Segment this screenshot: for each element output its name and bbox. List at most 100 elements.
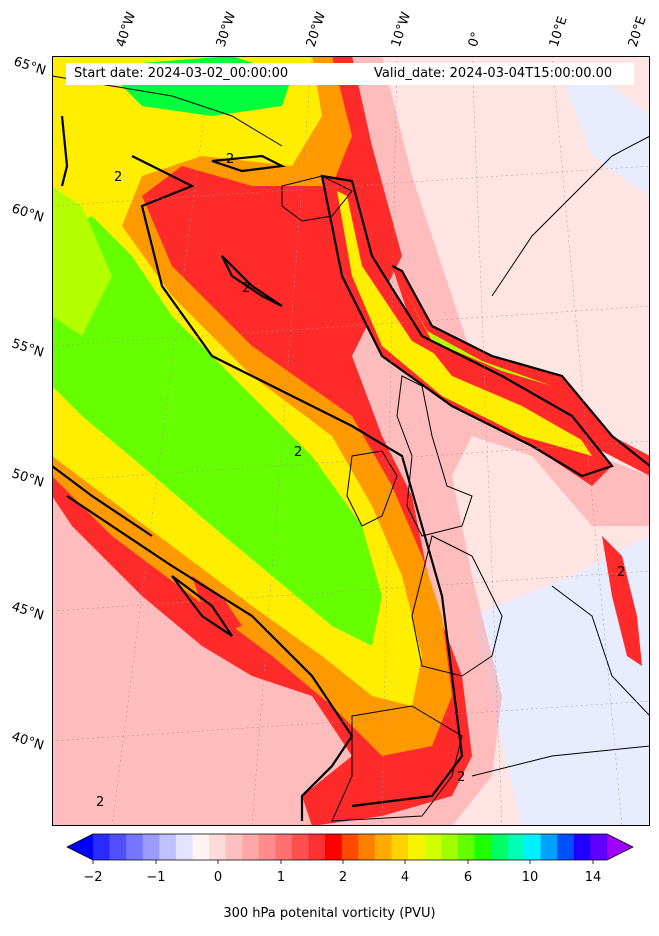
latitude-label-40n: 40°N: [9, 729, 46, 754]
colorbar-cell: [540, 834, 558, 860]
latitude-label-55n: 55°N: [9, 336, 46, 361]
colorbar-cell: [490, 834, 509, 860]
coastline-north-africa: [471, 745, 650, 777]
colorbar-cell: [275, 834, 293, 860]
colorbar-cell: [524, 834, 542, 860]
longitude-label-10e: 10°E: [546, 14, 571, 50]
contour-label: 2: [96, 795, 104, 810]
colorbar-cell: [109, 834, 127, 860]
colorbar-tick-label: 10: [521, 870, 539, 885]
colorbar-cell: [457, 834, 475, 860]
coastline-france: [411, 535, 503, 677]
colorbar-cell: [358, 834, 376, 860]
colorbar-cell: [258, 834, 276, 860]
contour-2pvu-ridge: [221, 255, 283, 307]
graticule-20w: [251, 56, 313, 826]
colorbar-cell: [175, 834, 193, 860]
colorbar-extend-low: [67, 834, 93, 860]
pv-core-green: [52, 216, 382, 646]
colorbar-tick-label: 4: [400, 870, 410, 885]
contour-2pvu-greenland: [60, 115, 69, 187]
negative-pv-region: [472, 536, 650, 826]
colorbar-extend-high: [607, 834, 633, 860]
coastline-italy: [551, 585, 650, 717]
colorbar-cell: [225, 834, 243, 860]
negative-pv-region-north: [562, 76, 650, 196]
coastline-iceland: [281, 175, 353, 222]
colorbar-tick-label: 1: [276, 870, 286, 885]
contour-label: 2: [294, 445, 302, 460]
colorbar-tick-label: 0: [213, 870, 223, 885]
colorbar-cell: [93, 834, 111, 860]
pv-core-lime: [52, 186, 112, 336]
contour-2pvu-southwest: [52, 465, 153, 537]
contour-label: 2: [242, 281, 250, 296]
longitude-label-10w: 10°W: [388, 10, 415, 49]
header-box: [66, 63, 634, 85]
longitude-label-20w: 20°W: [303, 10, 330, 49]
colorbar-cell: [126, 834, 144, 860]
latitude-label-65n: 65°N: [11, 54, 48, 79]
colorbar-cell: [159, 834, 177, 860]
latitude-label-60n: 60°N: [9, 201, 46, 226]
colorbar-cell: [557, 834, 575, 860]
contour-2pvu-iceland: [211, 154, 286, 173]
coastline-iberia: [331, 705, 463, 822]
colorbar-cell: [242, 834, 260, 860]
colorbar-tick-label: 14: [584, 870, 602, 885]
colorbar-tick-label: 2: [338, 870, 348, 885]
colorbar-cell: [590, 834, 608, 860]
colorbar-cell: [474, 834, 492, 860]
coastline-ireland: [346, 450, 398, 527]
colorbar-cell: [408, 834, 426, 860]
longitude-label-30w: 30°W: [213, 10, 240, 49]
colorbar-cell: [308, 834, 326, 860]
latitude-label-50n: 50°N: [9, 466, 46, 491]
colorbar-cell: [374, 834, 392, 860]
map-frame: [52, 56, 650, 826]
contour-label: 2: [617, 565, 625, 580]
colorbar-cell: [325, 834, 343, 860]
coastline-scandinavia: [491, 135, 650, 297]
colorbar-cell: [209, 834, 227, 860]
colorbar: [66, 833, 634, 864]
streamer-inner: [392, 266, 650, 476]
contour-2pvu-south: [66, 495, 354, 821]
colorbar-cell: [573, 834, 591, 860]
contour-2pvu-streamer-inner: [391, 265, 650, 467]
colorbar-tick-label: 6: [463, 870, 473, 885]
colorbar-cell: [391, 834, 409, 860]
contour-label: 2: [114, 170, 122, 185]
colorbar-ticks: [92, 860, 594, 864]
streamer-inner-lime: [402, 286, 552, 386]
colorbar-cell: [424, 834, 442, 860]
start-date-label: Start date: 2024-03-02_00:00:00: [74, 66, 289, 81]
latitude-label-45n: 45°N: [9, 599, 46, 624]
contour-label: 2: [457, 770, 465, 785]
colorbar-cell: [142, 834, 160, 860]
contour-label: 2: [226, 152, 234, 167]
graticule-10w: [381, 56, 398, 826]
contour-2pvu-streamer: [320, 174, 614, 478]
pv-patch-east: [602, 536, 642, 666]
valid-date-label: Valid_date: 2024-03-04T15:00:00.00: [374, 66, 613, 81]
colorbar-tick-label: −2: [83, 870, 103, 885]
pv-patch-west: [192, 576, 242, 631]
colorbar-cells: [66, 833, 634, 861]
potential-vorticity-map: 2 2 2 2 2 2 2: [52, 56, 650, 826]
graticule-10e: [551, 56, 623, 826]
colorbar-cell: [291, 834, 310, 860]
colorbar-tick-label: −1: [146, 870, 166, 885]
contour-2pvu-cutoff: [171, 575, 233, 637]
longitude-label-20e: 20°E: [625, 14, 650, 50]
map-area: 2 2 2 2 2 2 2: [52, 56, 650, 826]
coastline-britain: [396, 375, 473, 537]
graticule-0: [471, 56, 503, 826]
colorbar-cell: [507, 834, 525, 860]
colorbar-cell: [192, 834, 210, 860]
colorbar-cell: [441, 834, 459, 860]
colorbar-cell: [341, 834, 359, 860]
colorbar-title: 300 hPa potenital vorticity (PVU): [223, 906, 436, 921]
longitude-label-0: 0°: [465, 30, 485, 49]
longitude-label-40w: 40°W: [113, 10, 140, 49]
